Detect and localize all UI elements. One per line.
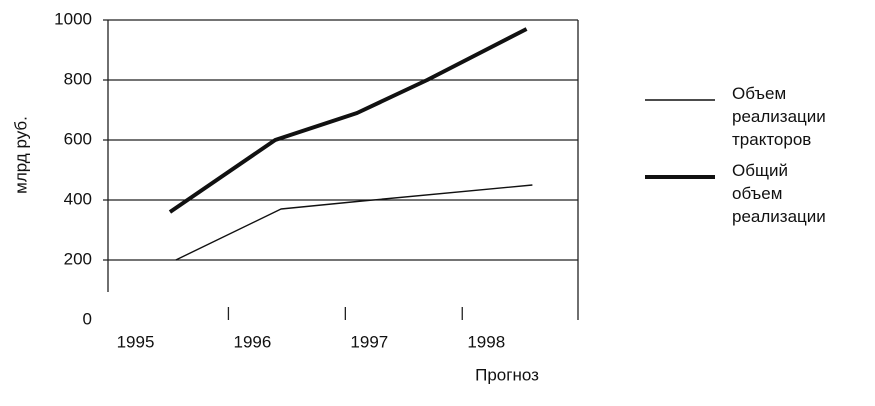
- y-tick-label: 1000: [54, 9, 92, 28]
- legend-label: Общий объем реализации: [732, 161, 826, 226]
- y-axis-label: млрд руб.: [11, 116, 30, 194]
- y-tick-label: 0: [83, 309, 92, 328]
- x-tick-label: 1998: [467, 332, 505, 351]
- y-tick-label: 600: [64, 129, 92, 148]
- series-line: [168, 27, 528, 214]
- y-tick-label: 400: [64, 189, 92, 208]
- y-tick-label: 800: [64, 69, 92, 88]
- x-tick-label: 1997: [350, 332, 388, 351]
- series-line: [175, 184, 533, 261]
- x-tick-label: 1995: [117, 332, 155, 351]
- y-tick-label: 200: [64, 249, 92, 268]
- x-tick-label: 1996: [234, 332, 272, 351]
- x-axis-label: Прогноз: [475, 365, 539, 384]
- legend-label: Объем реализации тракторов: [732, 84, 826, 149]
